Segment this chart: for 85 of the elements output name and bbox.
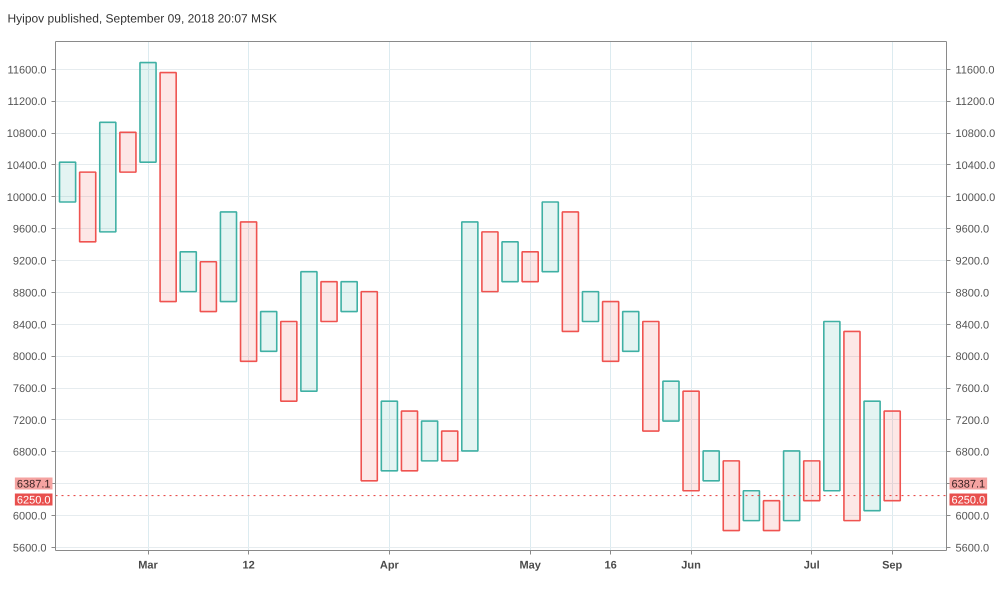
y2-tick-label: 11200.0 — [956, 96, 994, 108]
bar — [240, 221, 258, 362]
bar — [742, 490, 760, 522]
bar — [802, 460, 821, 502]
bar — [622, 310, 640, 352]
y-tick-label: 8400.0 — [12, 319, 47, 332]
bar — [883, 410, 902, 502]
y2-tick-label: 10000.0 — [956, 192, 996, 204]
text: 6387.1 — [952, 478, 986, 491]
bar — [119, 132, 137, 173]
x-tick-label: May — [519, 560, 542, 572]
bar — [863, 400, 881, 512]
y-tick-label: 5600.0 — [12, 542, 47, 554]
bar — [582, 290, 600, 322]
bar — [260, 310, 278, 352]
bar — [139, 62, 157, 163]
bar — [481, 231, 499, 292]
bar — [642, 320, 660, 432]
bar — [702, 450, 720, 482]
bar — [300, 270, 318, 392]
bar — [420, 420, 438, 462]
y2-tick-label: 6800.0 — [956, 446, 990, 459]
y2-tick-label: 10400.0 — [956, 160, 996, 172]
y-tick-label: 9200.0 — [12, 256, 47, 268]
bar — [782, 450, 800, 522]
bar — [200, 260, 218, 312]
x-tick-label: 12 — [242, 560, 255, 572]
x-tick-label: Jul — [804, 560, 820, 572]
bar — [521, 250, 540, 282]
bar — [762, 500, 780, 532]
bar — [602, 300, 620, 362]
y2-tick-label: 5600.0 — [956, 542, 990, 554]
x-tick-label: 16 — [604, 560, 617, 572]
text: 6250.0 — [952, 494, 986, 507]
bar — [179, 250, 198, 292]
bar — [320, 280, 338, 322]
bar — [460, 221, 479, 452]
y-tick-label: 7600.0 — [12, 383, 47, 395]
bar — [360, 290, 378, 482]
bar — [58, 161, 76, 203]
y-tick-label: 10000.0 — [6, 192, 47, 204]
y-tick-label: 6800.0 — [12, 446, 47, 459]
ref-line-label: 6250.0 — [16, 494, 51, 507]
y2-tick-label: 10800.0 — [956, 128, 996, 140]
y2-tick-label: 6000.0 — [956, 510, 990, 522]
y-tick-label: 6000.0 — [12, 510, 47, 522]
y2-tick-label: 7600.0 — [956, 383, 990, 395]
bar — [220, 211, 238, 302]
bar — [280, 320, 298, 402]
bar — [843, 330, 861, 522]
bar — [722, 460, 740, 532]
y2-tick-label: 7200.0 — [956, 414, 990, 427]
bar — [541, 201, 560, 273]
text: 6387.1 — [16, 478, 51, 491]
y2-tick-label: 8000.0 — [956, 351, 990, 364]
x-tick-label: Jun — [681, 560, 702, 572]
bar — [823, 320, 841, 492]
y-tick-label: 9600.0 — [12, 224, 47, 236]
y-tick-label: 7200.0 — [12, 414, 47, 427]
bar — [400, 410, 418, 472]
bar — [159, 72, 177, 302]
y2-tick-label: 9600.0 — [956, 224, 990, 236]
y-tick-label: 8000.0 — [12, 351, 47, 364]
bar — [501, 241, 519, 282]
y-tick-label: 11600.0 — [8, 64, 47, 76]
y-tick-label: 11200.0 — [8, 96, 47, 108]
bar — [662, 380, 680, 422]
y2-tick-label: 8800.0 — [956, 287, 990, 300]
x-tick-label: Sep — [882, 560, 903, 572]
bar — [682, 390, 700, 492]
y2-tick-label: 8400.0 — [956, 319, 990, 332]
x-tick-label: Apr — [380, 560, 400, 572]
x-tick-label: Mar — [138, 560, 159, 572]
y2-tick-label: 9200.0 — [956, 256, 990, 268]
bar — [380, 400, 398, 472]
bar — [98, 122, 117, 233]
y-tick-label: 8800.0 — [12, 287, 47, 300]
y-tick-label: 10400.0 — [6, 160, 47, 172]
y2-tick-label: 11600.0 — [956, 64, 994, 76]
bar — [562, 211, 580, 332]
chart-title: Hyipov published, September 09, 2018 20:07 MSK — [8, 12, 278, 26]
bar — [440, 430, 459, 462]
bar — [78, 171, 97, 243]
y-tick-label: 10800.0 — [6, 128, 47, 140]
bar — [340, 280, 358, 312]
